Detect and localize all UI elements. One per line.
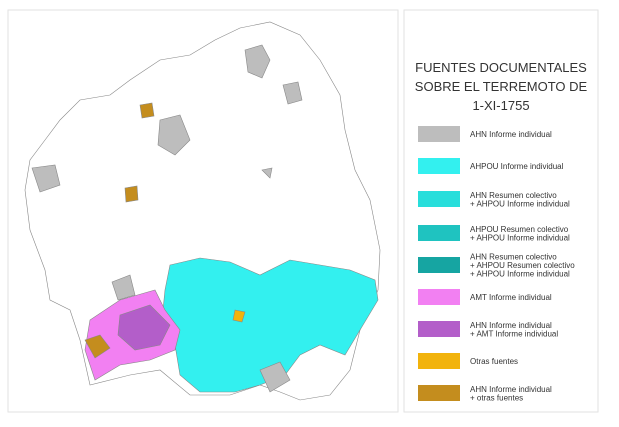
legend-swatch xyxy=(418,225,460,241)
gray-area xyxy=(157,114,191,156)
legend: FUENTES DOCUMENTALES SOBRE EL TERREMOTO D… xyxy=(415,60,588,402)
legend-label: AHPOU Informe individual xyxy=(470,162,564,171)
legend-swatch xyxy=(418,321,460,337)
legend-label: + AHPOU Informe individual xyxy=(470,233,570,242)
legend-label: AMT Informe individual xyxy=(470,293,552,302)
legend-swatch xyxy=(418,126,460,142)
legend-label: + AMT Informe individual xyxy=(470,329,558,338)
legend-swatch xyxy=(418,191,460,207)
gray-area xyxy=(259,361,291,393)
title: 1-XI-1755 xyxy=(472,98,529,113)
gray-area xyxy=(111,274,136,301)
legend-label: + AHPOU Resumen colectivo xyxy=(470,261,575,270)
brown-area xyxy=(84,334,111,359)
purple-area xyxy=(117,304,171,351)
brown-area xyxy=(124,185,139,203)
legend-swatch xyxy=(418,353,460,369)
legend-label: AHN Informe individual xyxy=(470,385,552,394)
legend-swatch xyxy=(418,158,460,174)
legend-label: AHN Informe individual xyxy=(470,321,552,330)
legend-swatch xyxy=(418,385,460,401)
map xyxy=(24,21,381,401)
title: SOBRE EL TERREMOTO DE xyxy=(415,79,588,94)
gray-area xyxy=(31,164,61,193)
gray-area xyxy=(282,81,303,105)
legend-label: AHN Informe individual xyxy=(470,130,552,139)
title: FUENTES DOCUMENTALES xyxy=(415,60,587,75)
legend-label: AHN Resumen colectivo xyxy=(470,191,557,200)
legend-label: + AHPOU Informe individual xyxy=(470,199,570,208)
legend-panel xyxy=(403,9,599,413)
legend-label: AHN Resumen colectivo xyxy=(470,253,557,262)
gray-area xyxy=(261,167,273,179)
brown-area xyxy=(139,102,155,119)
yellow-area xyxy=(232,309,246,323)
legend-label: + AHPOU Informe individual xyxy=(470,270,570,279)
legend-label: AHPOU Resumen colectivo xyxy=(470,225,569,234)
legend-label: + otras fuentes xyxy=(470,393,523,402)
gray-area xyxy=(244,44,271,79)
cyan-area xyxy=(161,257,379,393)
legend-swatch xyxy=(418,257,460,273)
legend-label: Otras fuentes xyxy=(470,357,518,366)
legend-swatch xyxy=(418,289,460,305)
